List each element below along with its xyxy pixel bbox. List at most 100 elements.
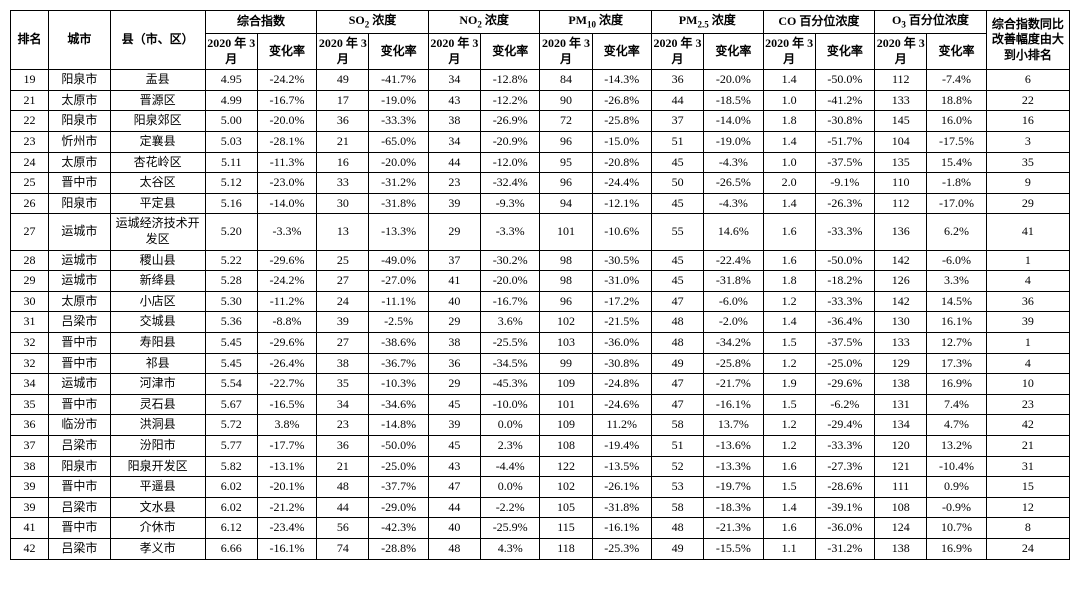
header-last: 综合指数同比改善幅度由大到小排名: [986, 11, 1069, 70]
cell-val-3: 109: [540, 415, 592, 436]
cell-last: 22: [986, 90, 1069, 111]
cell-rank: 30: [11, 291, 49, 312]
cell-rate-1: -38.6%: [369, 332, 428, 353]
cell-rate-1: -49.0%: [369, 250, 428, 271]
cell-val-4: 45: [651, 271, 703, 292]
cell-rate-3: -24.6%: [592, 394, 651, 415]
cell-val-1: 16: [317, 152, 369, 173]
cell-val-4: 37: [651, 111, 703, 132]
cell-rank: 23: [11, 132, 49, 153]
cell-val-6: 110: [875, 173, 927, 194]
cell-val-0: 5.45: [205, 353, 257, 374]
cell-city: 晋中市: [48, 173, 110, 194]
cell-rate-5: -39.1%: [815, 497, 874, 518]
cell-rate-4: 14.6%: [704, 214, 763, 250]
cell-rate-4: -26.5%: [704, 173, 763, 194]
cell-rate-3: -36.0%: [592, 332, 651, 353]
cell-rate-2: 2.3%: [481, 435, 540, 456]
cell-rate-4: -6.0%: [704, 291, 763, 312]
cell-rate-6: 3.3%: [927, 271, 986, 292]
cell-val-2: 43: [428, 456, 480, 477]
cell-val-5: 1.4: [763, 497, 815, 518]
cell-rate-5: -37.5%: [815, 332, 874, 353]
cell-val-5: 1.2: [763, 291, 815, 312]
cell-val-4: 48: [651, 518, 703, 539]
cell-county: 定襄县: [110, 132, 205, 153]
cell-rate-6: 15.4%: [927, 152, 986, 173]
cell-val-5: 1.4: [763, 312, 815, 333]
cell-rate-2: -12.2%: [481, 90, 540, 111]
cell-val-0: 6.12: [205, 518, 257, 539]
cell-rate-3: -16.1%: [592, 518, 651, 539]
cell-last: 1: [986, 250, 1069, 271]
cell-val-2: 39: [428, 193, 480, 214]
cell-val-5: 1.5: [763, 332, 815, 353]
cell-rank: 22: [11, 111, 49, 132]
cell-rate-3: -26.1%: [592, 477, 651, 498]
cell-val-1: 44: [317, 497, 369, 518]
cell-last: 4: [986, 353, 1069, 374]
cell-county: 小店区: [110, 291, 205, 312]
cell-rate-4: -19.0%: [704, 132, 763, 153]
cell-rate-6: -6.0%: [927, 250, 986, 271]
cell-rate-6: 4.7%: [927, 415, 986, 436]
cell-last: 31: [986, 456, 1069, 477]
cell-val-4: 45: [651, 250, 703, 271]
cell-last: 1: [986, 332, 1069, 353]
cell-val-3: 103: [540, 332, 592, 353]
cell-rate-2: -20.0%: [481, 271, 540, 292]
cell-rate-2: -20.9%: [481, 132, 540, 153]
cell-county: 孝义市: [110, 538, 205, 559]
cell-city: 忻州市: [48, 132, 110, 153]
cell-city: 吕梁市: [48, 538, 110, 559]
cell-val-3: 84: [540, 70, 592, 91]
cell-val-5: 1.8: [763, 111, 815, 132]
cell-last: 4: [986, 271, 1069, 292]
cell-rate-4: 13.7%: [704, 415, 763, 436]
cell-val-4: 51: [651, 435, 703, 456]
cell-last: 8: [986, 518, 1069, 539]
cell-val-4: 48: [651, 312, 703, 333]
cell-rate-0: -28.1%: [257, 132, 316, 153]
cell-rate-0: -20.0%: [257, 111, 316, 132]
cell-val-0: 5.36: [205, 312, 257, 333]
cell-val-4: 53: [651, 477, 703, 498]
cell-rate-5: -18.2%: [815, 271, 874, 292]
cell-rate-4: -25.8%: [704, 353, 763, 374]
cell-val-2: 38: [428, 111, 480, 132]
cell-rate-6: -1.8%: [927, 173, 986, 194]
cell-rate-6: -7.4%: [927, 70, 986, 91]
cell-val-4: 49: [651, 538, 703, 559]
table-row: 29运城市新绛县5.28-24.2%27-27.0%41-20.0%98-31.…: [11, 271, 1070, 292]
cell-rate-5: -50.0%: [815, 70, 874, 91]
table-row: 31吕梁市交城县5.36-8.8%39-2.5%293.6%102-21.5%4…: [11, 312, 1070, 333]
cell-val-2: 48: [428, 538, 480, 559]
cell-val-0: 5.03: [205, 132, 257, 153]
cell-val-3: 99: [540, 353, 592, 374]
cell-val-0: 5.11: [205, 152, 257, 173]
cell-val-6: 134: [875, 415, 927, 436]
cell-val-4: 47: [651, 394, 703, 415]
table-row: 27运城市运城经济技术开发区5.20-3.3%13-13.3%29-3.3%10…: [11, 214, 1070, 250]
cell-val-1: 34: [317, 394, 369, 415]
cell-val-6: 130: [875, 312, 927, 333]
cell-rate-2: -26.9%: [481, 111, 540, 132]
cell-val-1: 49: [317, 70, 369, 91]
cell-val-0: 6.02: [205, 497, 257, 518]
cell-last: 9: [986, 173, 1069, 194]
subheader-rate-5: 变化率: [815, 34, 874, 70]
table-row: 21太原市晋源区4.99-16.7%17-19.0%43-12.2%90-26.…: [11, 90, 1070, 111]
cell-val-1: 21: [317, 132, 369, 153]
cell-rate-4: -22.4%: [704, 250, 763, 271]
cell-val-1: 56: [317, 518, 369, 539]
cell-val-0: 6.66: [205, 538, 257, 559]
cell-rank: 35: [11, 394, 49, 415]
cell-rate-4: -34.2%: [704, 332, 763, 353]
cell-rate-2: -30.2%: [481, 250, 540, 271]
cell-rank: 19: [11, 70, 49, 91]
cell-val-2: 39: [428, 415, 480, 436]
cell-rate-5: -25.0%: [815, 353, 874, 374]
cell-val-4: 47: [651, 291, 703, 312]
cell-rate-2: -3.3%: [481, 214, 540, 250]
cell-rate-6: 6.2%: [927, 214, 986, 250]
